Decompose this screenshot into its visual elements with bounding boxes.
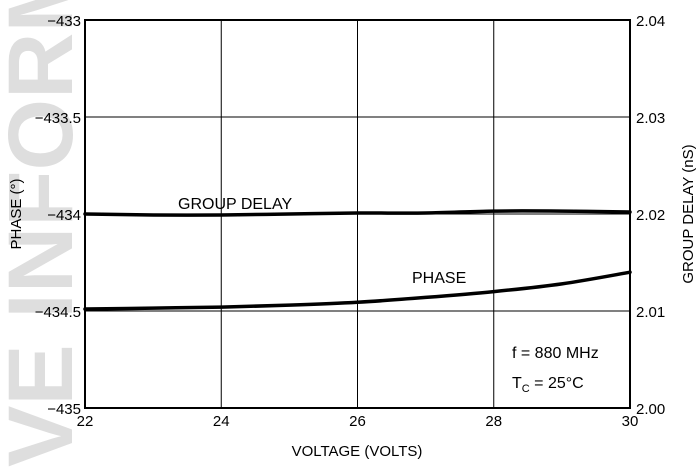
x-tick-label: 26	[349, 413, 366, 430]
x-tick-label: 30	[622, 413, 639, 430]
frequency-annotation: f = 880 MHz	[512, 345, 599, 362]
y-tick-label-left: −433.5	[35, 110, 81, 127]
temperature-annotation: TC = 25°C	[512, 375, 584, 395]
y-tick-label-left: −434	[47, 207, 81, 224]
y-tick-label-left: −435	[47, 401, 81, 418]
y-tick-label-left: −434.5	[35, 304, 81, 321]
y-tick-label-right: 2.03	[636, 110, 665, 127]
y-axis-label-left: PHASE (°)	[8, 178, 25, 249]
series-label-phase: PHASE	[412, 270, 466, 287]
ticks-layer: 22 24 26 28 30 −433 −433.5 −434 −434.5 −435 2.04 2.…	[35, 13, 666, 430]
y-tick-label-left: −433	[47, 13, 81, 30]
y-tick-label-right: 2.01	[636, 304, 665, 321]
x-tick-label: 22	[77, 413, 94, 430]
y-axis-label-right: GROUP DELAY (nS)	[680, 144, 697, 283]
watermark: VE INFORMA	[0, 0, 92, 467]
y-tick-label-right: 2.04	[636, 13, 665, 30]
series-layer	[83, 209, 632, 311]
x-axis-label: VOLTAGE (VOLTS)	[292, 443, 423, 460]
y-tick-label-right: 2.02	[636, 207, 665, 224]
series-line-group-delay	[83, 209, 632, 217]
x-tick-label: 24	[213, 413, 230, 430]
x-tick-label: 28	[485, 413, 502, 430]
series-line-phase	[83, 270, 632, 311]
y-tick-label-right: 2.00	[636, 401, 665, 418]
series-label-group-delay: GROUP DELAY	[178, 196, 292, 213]
